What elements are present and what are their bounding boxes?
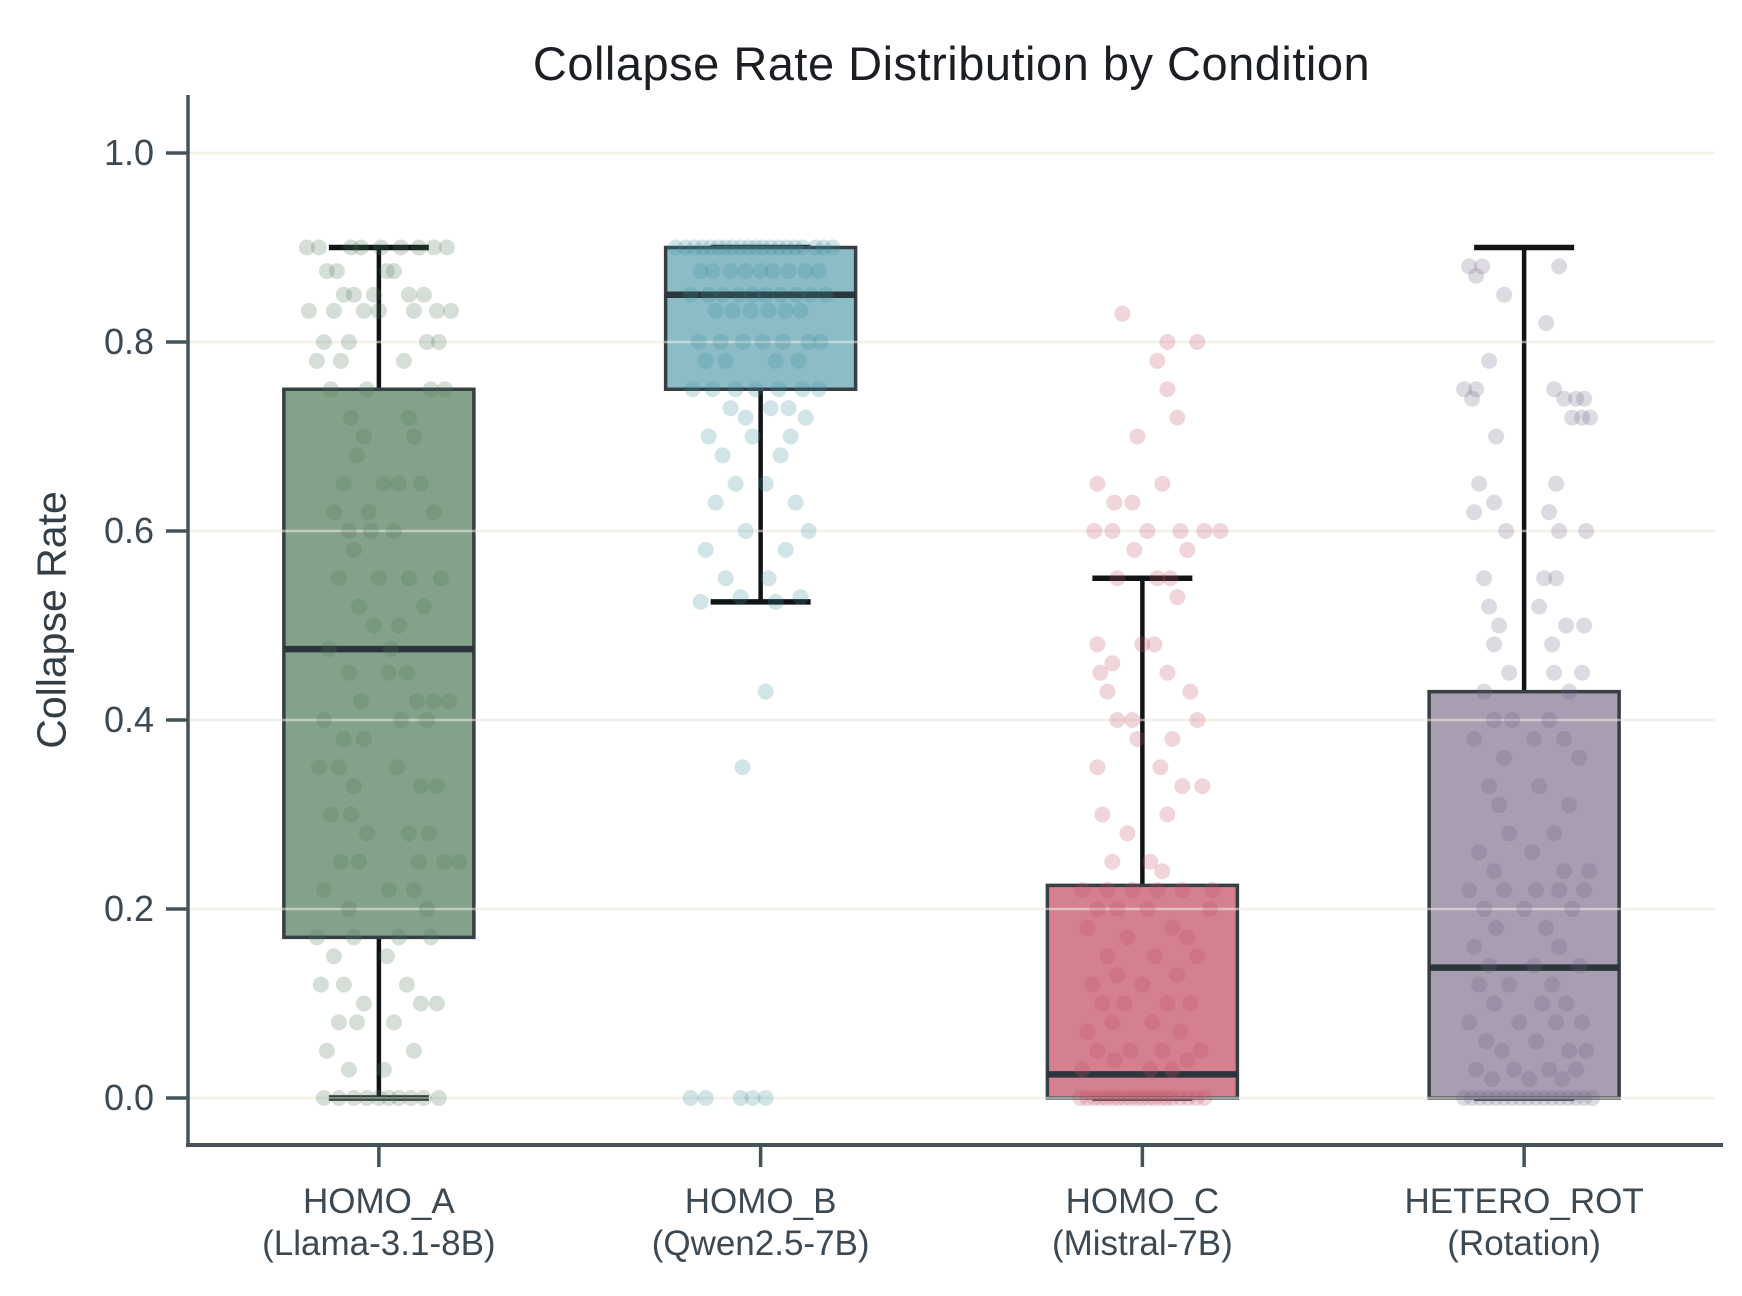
- box-HOMO_C: [1045, 883, 1240, 1100]
- x-tick-label-HOMO_B: HOMO_B: [685, 1182, 837, 1221]
- strip-points-HOMO_C: [1072, 305, 1229, 1106]
- axes: 0.0 0.2 0.4 0.6 0.8 1.0 HOMO_A(Llama-3.1-8B) HO…: [104, 95, 1723, 1263]
- box-group-HOMO_A: [282, 244, 476, 1101]
- y-tick-label-0.8: 0.8: [104, 321, 154, 362]
- y-tick-label-0.0: 0.0: [104, 1077, 154, 1118]
- y-tick-label-1.0: 1.0: [104, 132, 154, 173]
- y-tick-label-0.6: 0.6: [104, 510, 154, 551]
- y-tick-label-0.4: 0.4: [104, 699, 154, 740]
- strip-points-HOMO_A: [298, 239, 467, 1106]
- x-tick-label-HOMO_A: HOMO_A: [303, 1182, 455, 1221]
- box-HETERO_ROT: [1427, 689, 1621, 1100]
- box-group-HOMO_C: [1045, 575, 1240, 1101]
- strip-points-HOMO_B: [667, 239, 841, 1106]
- y-tick-label-0.2: 0.2: [104, 888, 154, 929]
- x-tick-sublabel-HOMO_B: (Qwen2.5-7B): [652, 1224, 870, 1263]
- chart-title: Collapse Rate Distribution by Condition: [532, 37, 1371, 90]
- box-group-HETERO_ROT: [1427, 244, 1621, 1101]
- box-group-HOMO_B: [663, 244, 858, 605]
- x-tick-sublabel-HOMO_C: (Mistral-7B): [1052, 1224, 1233, 1263]
- x-tick-label-HETERO_ROT: HETERO_ROT: [1405, 1182, 1644, 1221]
- x-tick-label-HOMO_C: HOMO_C: [1066, 1182, 1220, 1221]
- x-tick-sublabel-HOMO_A: (Llama-3.1-8B): [262, 1224, 495, 1263]
- box-HOMO_B: [663, 245, 858, 391]
- gridlines-over: [188, 151, 1715, 1100]
- strip-points-HETERO_ROT: [1456, 258, 1601, 1106]
- box-HOMO_A: [282, 387, 476, 940]
- x-tick-sublabel-HETERO_ROT: (Rotation): [1447, 1224, 1601, 1263]
